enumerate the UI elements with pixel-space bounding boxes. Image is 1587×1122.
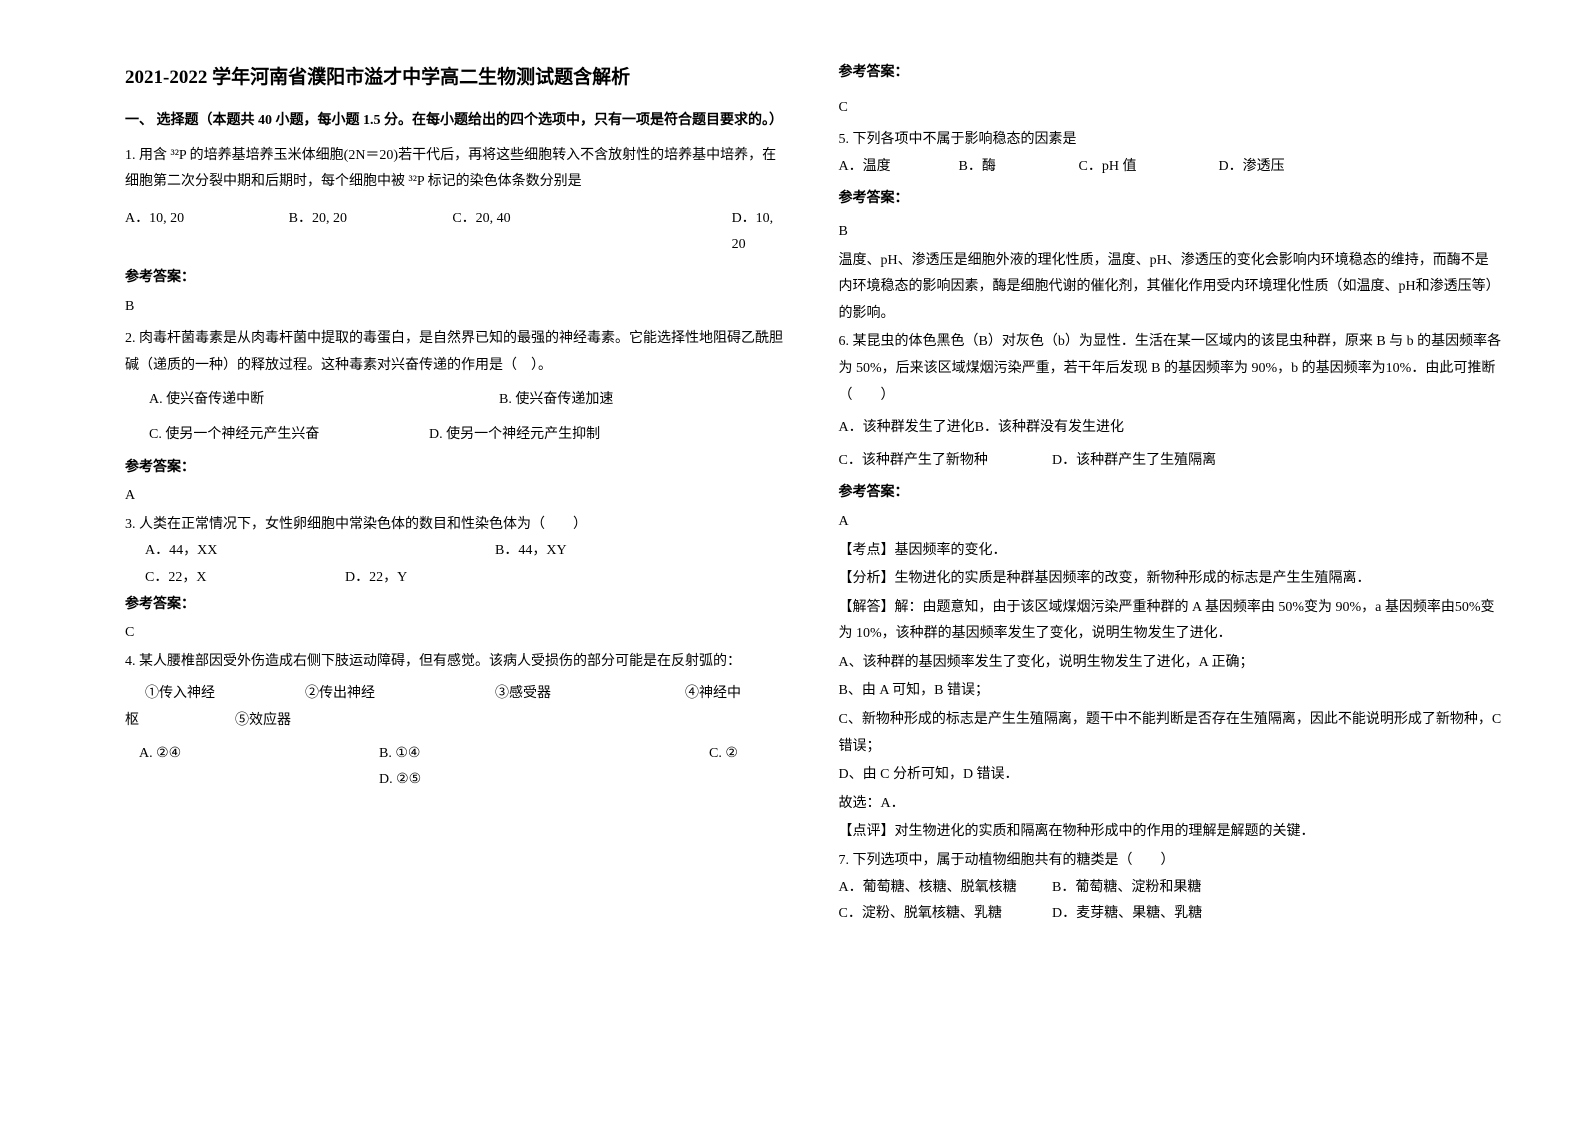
answer-label: 参考答案： [125,592,789,619]
q5-answer: B [839,219,1503,246]
q1-opt-d: D．10, 20 [732,206,789,259]
q5-opt-d: D．渗透压 [1219,154,1389,181]
q6-row2: C．该种群产生了新物种 D．该种群产生了生殖隔离 [839,448,1503,475]
q3-stem: 3. 人类在正常情况下，女性卵细胞中常染色体的数目和性染色体为（ ） [125,512,789,539]
q4-ans-row1: A. ②④ B. ①④ C. ② [125,741,789,768]
q5-explanation: 温度、pH、渗透压是细胞外液的理化性质，温度、pH、渗透压的变化会影响内环境稳态… [839,248,1503,328]
q4-nums: ①传入神经 ②传出神经 ③感受器 ④神经中 [125,681,789,708]
q6-exp9: 【点评】对生物进化的实质和隔离在物种形成中的作用的理解是解题的关键． [839,819,1503,846]
q1-opt-c: C．20, 40 [452,206,731,259]
q6-exp4: A、该种群的基因频率发生了变化，说明生物发生了进化，A 正确； [839,650,1503,677]
q6-stem: 6. 某昆虫的体色黑色（B）对灰色（b）为显性．生活在某一区域内的该昆虫种群，原… [839,329,1503,409]
q2-opt-d: D. 使另一个神经元产生抑制 [429,422,600,449]
q4-opt-a: A. ②④ [139,741,379,768]
q3-opt-b: B．44，XY [495,538,567,565]
q5-opt-a: A．温度 [839,154,959,181]
q5-opt-c: C．pH 值 [1079,154,1219,181]
answer-label: 参考答案： [839,60,1503,87]
q4-nums-line2: 枢 ⑤效应器 [125,708,789,735]
q2-stem: 2. 肉毒杆菌毒素是从肉毒杆菌中提取的毒蛋白，是自然界已知的最强的神经毒素。它能… [125,326,789,379]
section-header: 一、 选择题（本题共 40 小题，每小题 1.5 分。在每小题给出的四个选项中，… [125,108,789,135]
page-title: 2021-2022 学年河南省濮阳市溢才中学高二生物测试题含解析 [125,60,789,96]
q2-answer: A [125,483,789,510]
q6-exp7: D、由 C 分析可知，D 错误． [839,762,1503,789]
answer-label: 参考答案： [839,480,1503,507]
q3-opt-d: D．22，Y [345,565,407,592]
q1-opt-b: B．20, 20 [289,206,453,259]
q1-stem: 1. 用含 ³²P 的培养基培养玉米体细胞(2N＝20)若干代后，再将这些细胞转… [125,143,789,196]
q3-options: A．44，XX B．44，XY C．22，X D．22，Y [125,538,789,591]
q7-opt-c: C．淀粉、脱氧核糖、乳糖 [839,901,1049,928]
q1-answer: B [125,294,789,321]
answer-label: 参考答案： [125,265,789,292]
q6-row1: A．该种群发生了进化B．该种群没有发生进化 [839,415,1503,442]
right-column: 参考答案： C 5. 下列各项中不属于影响稳态的因素是 A．温度 B．酶 C．p… [814,60,1528,1092]
q4-n1: ①传入神经 [145,681,305,708]
q2-row1: A. 使兴奋传递中断 B. 使兴奋传递加速 [125,387,789,414]
q3-opt-c: C．22，X [145,565,345,592]
q4-n4: ④神经中 [685,681,741,708]
q6-exp5: B、由 A 可知，B 错误； [839,678,1503,705]
q4-opt-b: B. ①④ [379,741,709,768]
q6-opt-a: A．该种群发生了进化 [839,420,975,435]
q4-answer: C [839,95,1503,122]
q6-opt-c: C．该种群产生了新物种 [839,448,1049,475]
q6-exp3: 【解答】解：由题意知，由于该区域煤烟污染严重种群的 A 基因频率由 50%变为 … [839,595,1503,648]
q1-opt-a: A．10, 20 [125,206,289,259]
q6-exp2: 【分析】生物进化的实质是种群基因频率的改变，新物种形成的标志是产生生殖隔离． [839,566,1503,593]
q5-options: A．温度 B．酶 C．pH 值 D．渗透压 [839,154,1503,181]
q2-opt-a: A. 使兴奋传递中断 [149,387,499,414]
q5-opt-b: B．酶 [959,154,1079,181]
q4-n2: ②传出神经 [305,681,495,708]
q4-opt-d: D. ②⑤ [379,767,421,794]
q6-answer: A [839,509,1503,536]
answer-label: 参考答案： [125,455,789,482]
q5-stem: 5. 下列各项中不属于影响稳态的因素是 [839,127,1503,154]
q2-row2: C. 使另一个神经元产生兴奋 D. 使另一个神经元产生抑制 [125,422,789,449]
q7-opt-d: D．麦芽糖、果糖、乳糖 [1052,906,1202,921]
q7-row2: C．淀粉、脱氧核糖、乳糖 D．麦芽糖、果糖、乳糖 [839,901,1503,928]
q7-opt-b: B．葡萄糖、淀粉和果糖 [1052,880,1201,895]
q4-stem: 4. 某人腰椎部因受外伤造成右侧下肢运动障碍，但有感觉。该病人受损伤的部分可能是… [125,649,789,676]
q6-exp1: 【考点】基因频率的变化． [839,538,1503,565]
q2-opt-c: C. 使另一个神经元产生兴奋 [149,422,429,449]
q4-ans-row2: D. ②⑤ [125,767,789,794]
q4-n5pre: 枢 [125,708,235,735]
q3-answer: C [125,620,789,647]
q7-opt-a: A．葡萄糖、核糖、脱氧核糖 [839,875,1049,902]
left-column: 2021-2022 学年河南省濮阳市溢才中学高二生物测试题含解析 一、 选择题（… [100,60,814,1092]
q1-options: A．10, 20 B．20, 20 C．20, 40 D．10, 20 [125,206,789,259]
q6-opt-b: B．该种群没有发生进化 [975,420,1124,435]
q6-exp6: C、新物种形成的标志是产生生殖隔离，题干中不能判断是否存在生殖隔离，因此不能说明… [839,707,1503,760]
q3-opt-a: A．44，XX [145,538,495,565]
q6-opt-d: D．该种群产生了生殖隔离 [1052,453,1216,468]
q2-opt-b: B. 使兴奋传递加速 [499,387,613,414]
q7-row1: A．葡萄糖、核糖、脱氧核糖 B．葡萄糖、淀粉和果糖 [839,875,1503,902]
answer-label: 参考答案： [839,186,1503,213]
q4-opt-c: C. ② [709,741,738,768]
q6-exp8: 故选：A． [839,791,1503,818]
q4-n5: ⑤效应器 [235,708,291,735]
q4-n3: ③感受器 [495,681,685,708]
q7-stem: 7. 下列选项中，属于动植物细胞共有的糖类是（ ） [839,848,1503,875]
